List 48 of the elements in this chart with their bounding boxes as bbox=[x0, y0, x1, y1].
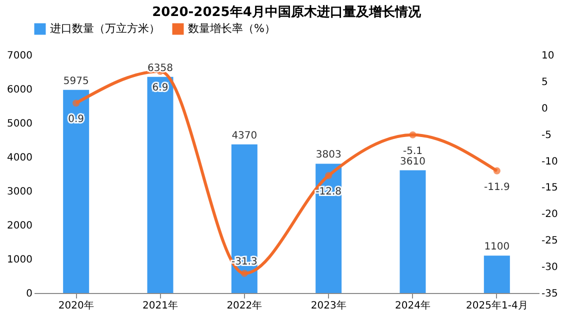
legend-label: 进口数量（万立方米） bbox=[50, 22, 160, 35]
legend-label: 数量增长率（%） bbox=[188, 22, 276, 35]
point bbox=[409, 131, 416, 138]
x-tick-label: 2021年 bbox=[142, 300, 178, 312]
y2-tick-label: -5 bbox=[542, 130, 552, 141]
y2-tick-label: -20 bbox=[542, 209, 558, 220]
y2-tick-label: -35 bbox=[542, 288, 558, 300]
y2-tick-label: 5 bbox=[542, 76, 548, 88]
y-tick-label: 3000 bbox=[7, 186, 32, 198]
y2-tick-label: -10 bbox=[542, 156, 558, 168]
data-label: 3803 bbox=[316, 150, 342, 161]
x-tick-label: 2025年1-4月 bbox=[466, 300, 528, 312]
data-label: 3610 bbox=[400, 156, 426, 168]
data-label: 0.9 bbox=[68, 114, 84, 126]
y-tick-label: 5000 bbox=[7, 118, 32, 130]
data-label: 4370 bbox=[232, 130, 258, 142]
bar bbox=[231, 144, 258, 293]
point bbox=[240, 270, 248, 277]
point bbox=[325, 172, 332, 180]
chart-title: 2020-2025年4月中国原木进口量及增长情况 bbox=[152, 5, 422, 20]
y-tick-label: 0 bbox=[26, 288, 32, 300]
y-tick-label: 2000 bbox=[7, 220, 32, 232]
y2-tick-label: -15 bbox=[542, 182, 558, 194]
bar bbox=[400, 170, 426, 293]
bar bbox=[316, 164, 342, 293]
y2-tick-label: 0 bbox=[542, 103, 548, 114]
y-tick-label: 4000 bbox=[7, 152, 32, 164]
data-label: -5.1 bbox=[402, 146, 423, 157]
data-label: 1100 bbox=[484, 242, 510, 253]
y-tick-label: 6000 bbox=[7, 84, 32, 96]
point bbox=[72, 100, 80, 107]
data-label: 6.9 bbox=[152, 82, 168, 94]
bar bbox=[63, 90, 90, 293]
data-label: -11.9 bbox=[484, 182, 510, 193]
y-tick-label: 1000 bbox=[7, 254, 32, 266]
x-tick-label: 2022年 bbox=[226, 300, 262, 312]
data-label: 5975 bbox=[63, 76, 89, 87]
data-label: -12.8 bbox=[316, 186, 342, 198]
bar bbox=[147, 76, 174, 293]
y-tick-label: 7000 bbox=[7, 50, 32, 62]
bar bbox=[484, 256, 510, 293]
x-tick-label: 2024年 bbox=[395, 300, 430, 312]
x-tick-label: 2023年 bbox=[310, 300, 346, 312]
point bbox=[493, 167, 500, 174]
y2-tick-label: -25 bbox=[542, 236, 558, 247]
y2-tick-label: 10 bbox=[542, 50, 554, 62]
y2-tick-label: -30 bbox=[542, 262, 558, 274]
x-tick-label: 2020年 bbox=[58, 300, 94, 312]
